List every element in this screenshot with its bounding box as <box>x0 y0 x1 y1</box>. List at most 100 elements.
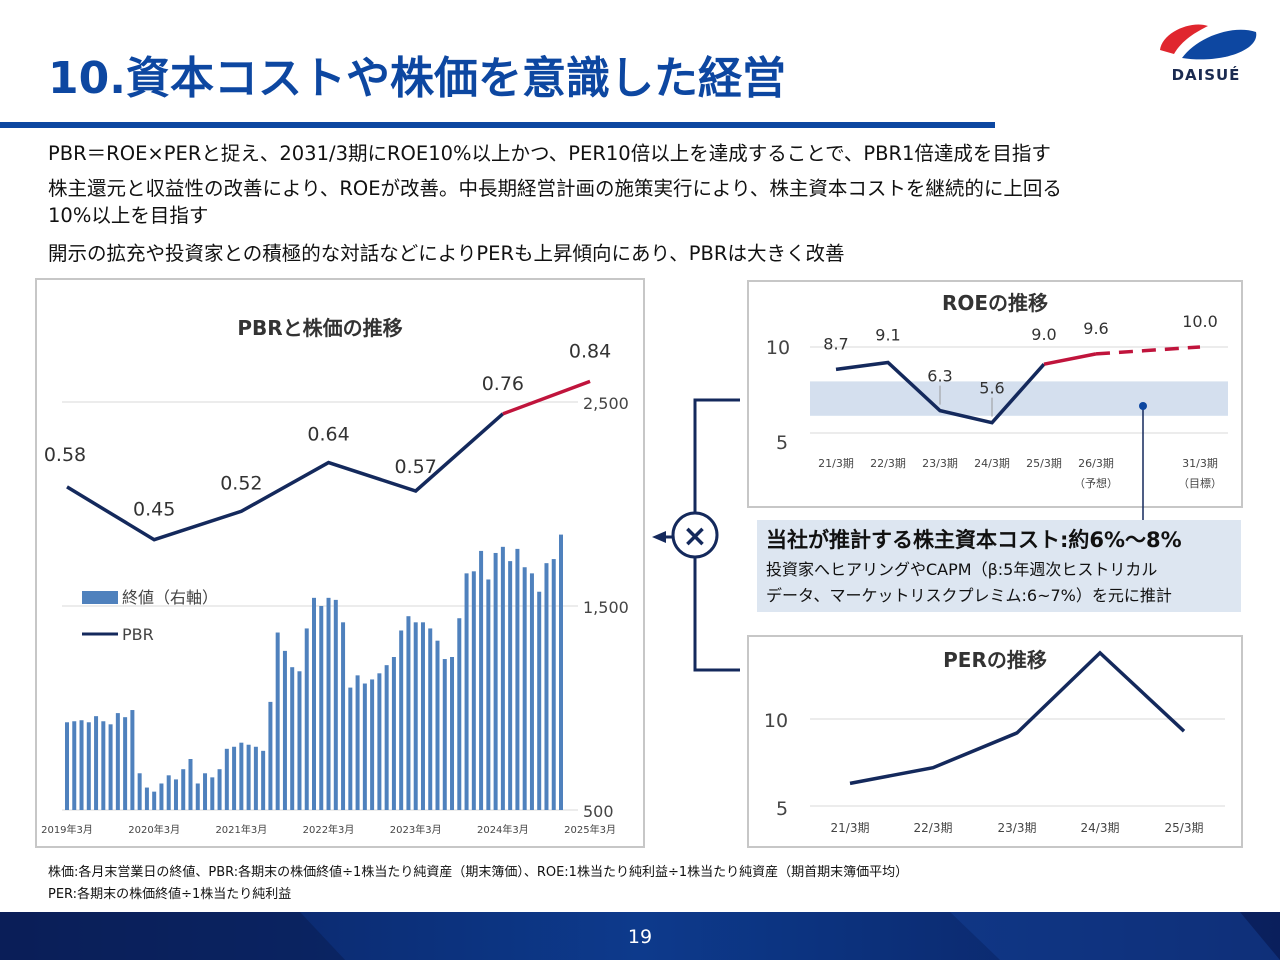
multiply-circle <box>671 511 719 559</box>
stock-price-bar <box>101 721 106 810</box>
roe-data-label: 9.1 <box>875 325 900 344</box>
right-axis-tick: 1,500 <box>583 598 629 617</box>
stock-price-bar <box>384 665 389 810</box>
cost-callout-dot <box>1139 402 1147 410</box>
pbr-chart-panel <box>35 278 645 848</box>
stock-price-bar <box>420 622 425 810</box>
stock-price-bar <box>508 561 513 810</box>
roe-data-label: 10.0 <box>1182 312 1218 331</box>
bullet-2-cont: 10%以上を目指す <box>48 204 209 227</box>
pbr-data-label: 0.64 <box>307 424 349 446</box>
stock-price-bar <box>471 571 476 810</box>
stock-price-bar <box>115 713 120 810</box>
pbr-data-label: 0.45 <box>133 499 175 521</box>
stock-price-bar <box>290 667 295 810</box>
stock-price-bar <box>195 783 200 810</box>
stock-price-bar <box>559 534 563 810</box>
stock-price-bar <box>529 573 534 810</box>
stock-price-bar <box>188 759 193 810</box>
stock-price-bar <box>326 597 331 810</box>
stock-price-bar <box>137 773 142 810</box>
stock-price-bar <box>544 563 549 810</box>
footnote-line-1: 株価:各月末営業日の終値、PBR:各期末の株価終値÷1株当たり純資産（期末簿価）… <box>48 865 909 880</box>
stock-price-bar <box>130 710 135 810</box>
per-x-tick-label: 24/3期 <box>1081 821 1120 835</box>
stock-price-bar <box>203 773 208 810</box>
stock-price-bar <box>253 746 258 810</box>
stock-price-bar <box>159 783 164 810</box>
legend-label-pbr: PBR <box>122 625 154 644</box>
stock-price-bar <box>282 650 287 810</box>
stock-price-bar <box>486 579 491 810</box>
stock-price-bar <box>246 744 251 810</box>
stock-price-bar <box>144 787 149 810</box>
per-x-tick-label: 25/3期 <box>1165 821 1204 835</box>
per-line <box>849 650 1186 786</box>
page-title: 10.資本コストや株価を意識した経営 <box>48 53 786 104</box>
stock-price-bar <box>217 769 222 810</box>
pbr-line-actual <box>66 412 505 542</box>
stock-price-bar <box>435 640 440 810</box>
stock-price-bars <box>65 534 563 810</box>
pbr-data-label: 0.52 <box>220 472 262 494</box>
stock-price-bar <box>370 679 375 810</box>
stock-price-bar <box>72 721 77 810</box>
per-x-tick-label: 23/3期 <box>998 821 1037 835</box>
footer-bar <box>0 912 1280 960</box>
per-x-tick-label: 22/3期 <box>914 821 953 835</box>
x-axis-tick-label: 2024年3月 <box>477 823 529 836</box>
stock-price-bar <box>304 628 309 810</box>
cost-of-equity-box <box>757 520 1241 612</box>
right-axis-tick: 500 <box>583 802 614 821</box>
stock-price-bar <box>377 673 382 810</box>
stock-price-bar <box>479 550 484 810</box>
stock-price-bar <box>457 618 462 810</box>
stock-price-bar <box>537 591 542 810</box>
pbr-line-latest <box>502 379 591 416</box>
pbr-data-label: 0.76 <box>482 373 524 395</box>
roe-x-tick-sublabel: （予想） <box>1074 476 1118 490</box>
bracket-connector: × <box>652 398 740 672</box>
cost-of-equity-note-1: 投資家へヒアリングやCAPM（β:5年週次ヒストリカル <box>766 560 1158 579</box>
x-axis-tick-label: 2022年3月 <box>303 823 355 836</box>
stock-price-bar <box>123 717 128 810</box>
stock-price-bar <box>232 746 237 810</box>
logo-text: DAISUÉ <box>1171 66 1241 84</box>
footnote: 株価:各月末営業日の終値、PBR:各期末の株価終値÷1株当たり純資産（期末簿価）… <box>48 862 908 906</box>
stock-price-bar <box>500 546 505 810</box>
x-axis-tick-label: 2023年3月 <box>390 823 442 836</box>
per-y-tick: 10 <box>764 710 788 732</box>
stock-price-bar <box>65 722 69 810</box>
pbr-x-axis-ticks: 2019年3月 2020年3月 2021年3月 2022年3月 2023年3月 2024年… <box>41 823 616 836</box>
roe-data-label: 6.3 <box>927 367 952 386</box>
roe-line-target <box>1095 345 1201 356</box>
roe-x-tick-label: 23/3期 <box>922 457 958 470</box>
stock-price-bar <box>181 769 186 810</box>
roe-line-actual <box>835 360 1046 425</box>
per-x-tick-label: 21/3期 <box>831 821 870 835</box>
roe-chart-title: ROEの推移 <box>942 291 1048 315</box>
stock-price-bar <box>173 779 178 810</box>
roe-y-tick: 5 <box>776 432 788 454</box>
stock-price-bar <box>341 622 346 810</box>
stock-price-bar <box>362 683 367 810</box>
roe-x-tick-label: 22/3期 <box>870 457 906 470</box>
per-chart-title: PERの推移 <box>943 648 1047 672</box>
stock-price-bar <box>275 632 280 810</box>
stock-price-bar <box>391 657 396 810</box>
stock-price-bar <box>348 687 353 810</box>
stock-price-bar <box>268 701 273 810</box>
pbr-line-series: 0.58 0.45 0.52 0.64 0.57 0.76 0.84 <box>44 340 611 542</box>
stock-price-bar <box>522 567 527 810</box>
cost-of-equity-note-2: データ、マーケットリスクプレミム:6~7%）を元に推計 <box>766 586 1172 605</box>
bullet-1: PBR＝ROE×PERと捉え、2031/3期にROE10%以上かつ、PER10倍… <box>48 142 1051 165</box>
roe-data-label: 9.0 <box>1031 325 1056 344</box>
cost-of-equity-title: 当社が推計する株主資本コスト:約6%～8% <box>766 528 1182 552</box>
stock-price-bar <box>493 552 498 810</box>
stock-price-bar <box>464 573 469 810</box>
stock-price-bar <box>94 716 99 810</box>
bullet-2: 株主還元と収益性の改善により、ROEが改善。中長期経営計画の施策実行により、株主… <box>48 177 1062 200</box>
legend-bar-swatch <box>82 591 118 604</box>
stock-price-bar <box>239 742 244 810</box>
